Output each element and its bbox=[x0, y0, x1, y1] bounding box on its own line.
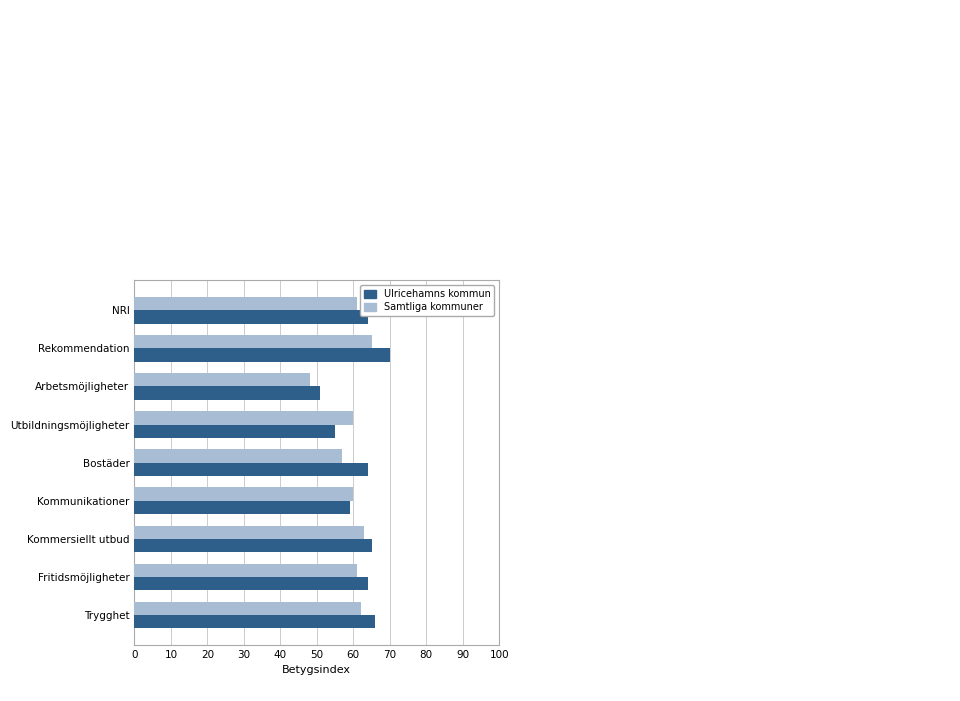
Bar bbox=[134, 463, 368, 476]
Bar bbox=[134, 449, 343, 463]
Bar bbox=[134, 601, 361, 615]
Bar bbox=[134, 501, 349, 514]
Bar bbox=[134, 577, 368, 590]
Bar bbox=[134, 487, 353, 501]
Bar bbox=[134, 335, 372, 348]
Bar bbox=[134, 386, 321, 400]
Bar bbox=[134, 411, 353, 425]
Bar bbox=[134, 615, 375, 628]
Bar bbox=[134, 311, 368, 324]
Bar bbox=[134, 564, 357, 577]
X-axis label: Betygsindex: Betygsindex bbox=[282, 665, 351, 675]
Bar bbox=[134, 539, 372, 552]
Bar bbox=[134, 348, 390, 362]
Bar bbox=[134, 373, 309, 386]
Legend: Ulricehamns kommun, Samtliga kommuner: Ulricehamns kommun, Samtliga kommuner bbox=[360, 285, 494, 316]
Bar bbox=[134, 425, 335, 438]
Bar bbox=[134, 526, 364, 539]
Bar bbox=[134, 297, 357, 311]
